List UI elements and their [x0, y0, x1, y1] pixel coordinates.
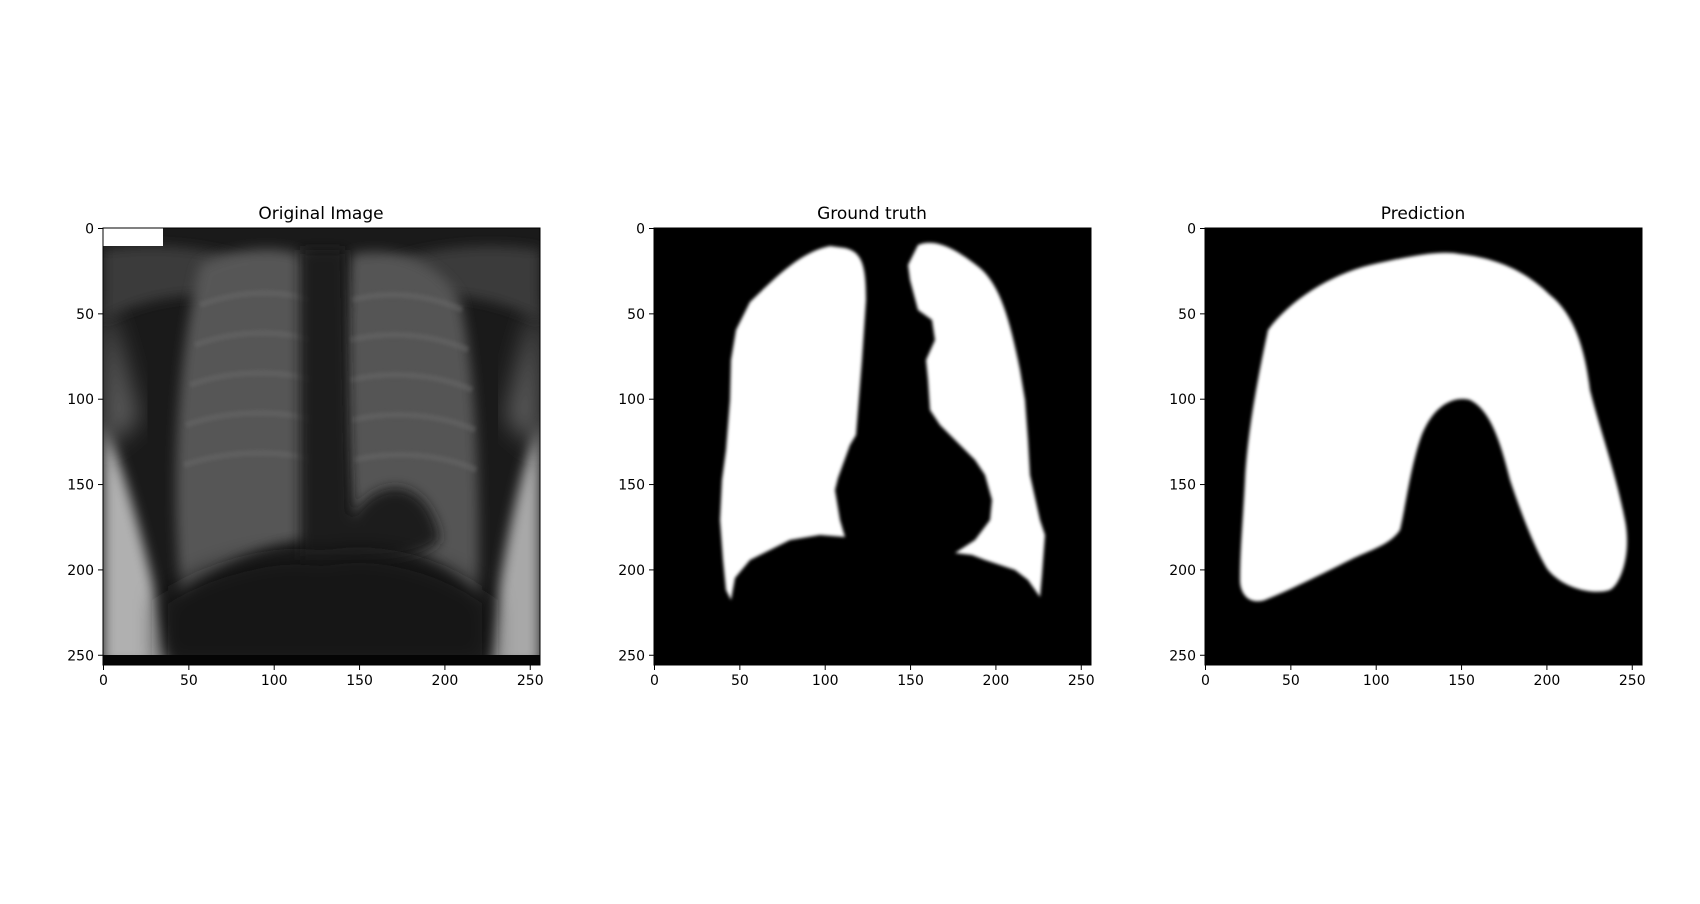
x-tick-label: 200 — [432, 673, 459, 689]
panel-title-ground-truth: Ground truth — [817, 204, 927, 224]
predicted-region — [1240, 252, 1628, 602]
y-tick-label: 200 — [1169, 563, 1196, 579]
panel-prediction: Prediction 0 50 100 150 200 250 0 50 100 150 200 25… — [1169, 204, 1645, 689]
y-tick-label: 50 — [76, 307, 94, 323]
y-tick-label: 250 — [67, 648, 94, 664]
x-tick-label: 250 — [1619, 673, 1646, 689]
panel-ground-truth: Ground truth 0 50 100 150 200 250 0 50 100 150 200… — [618, 204, 1094, 689]
panel-original: Original Image — [67, 204, 543, 689]
y-tick-label: 150 — [618, 478, 645, 494]
x-tick-label: 250 — [1068, 673, 1095, 689]
x-tick-label: 200 — [983, 673, 1010, 689]
left-lung-mask — [720, 246, 866, 600]
x-tick-label: 150 — [897, 673, 924, 689]
x-tick-label: 50 — [180, 673, 198, 689]
axes-original: 0 50 100 150 200 250 0 50 100 150 200 250 — [67, 222, 543, 690]
y-tick-label: 150 — [67, 478, 94, 494]
x-tick-label: 50 — [731, 673, 749, 689]
y-tick-label: 0 — [1187, 222, 1196, 238]
axes-ground-truth: 0 50 100 150 200 250 0 50 100 150 200 250 — [618, 222, 1094, 690]
y-tick-label: 100 — [618, 392, 645, 408]
x-tick-label: 150 — [346, 673, 373, 689]
axes-prediction: 0 50 100 150 200 250 0 50 100 150 200 250 — [1169, 222, 1645, 690]
right-lung-mask — [908, 242, 1045, 598]
y-tick-label: 100 — [67, 392, 94, 408]
y-tick-label: 250 — [1169, 648, 1196, 664]
y-tick-label: 0 — [636, 222, 645, 238]
x-tick-label: 100 — [812, 673, 839, 689]
panel-title-original: Original Image — [258, 204, 383, 224]
y-tick-label: 0 — [85, 222, 94, 238]
x-tick-label: 250 — [517, 673, 544, 689]
panel-title-prediction: Prediction — [1381, 204, 1465, 224]
ground-truth-mask — [654, 228, 1091, 665]
x-tick-label: 150 — [1448, 673, 1475, 689]
y-tick-label: 200 — [618, 563, 645, 579]
y-tick-label: 50 — [627, 307, 645, 323]
x-tick-label: 0 — [99, 673, 108, 689]
x-tick-label: 100 — [261, 673, 288, 689]
x-tick-label: 0 — [650, 673, 659, 689]
x-tick-label: 0 — [1201, 673, 1210, 689]
y-tick-label: 250 — [618, 648, 645, 664]
y-tick-label: 100 — [1169, 392, 1196, 408]
y-tick-label: 50 — [1178, 307, 1196, 323]
x-tick-label: 50 — [1282, 673, 1300, 689]
x-tick-label: 200 — [1534, 673, 1561, 689]
y-tick-label: 200 — [67, 563, 94, 579]
y-tick-label: 150 — [1169, 478, 1196, 494]
x-tick-label: 100 — [1363, 673, 1390, 689]
xray-image — [103, 228, 540, 665]
prediction-mask — [1205, 228, 1642, 665]
